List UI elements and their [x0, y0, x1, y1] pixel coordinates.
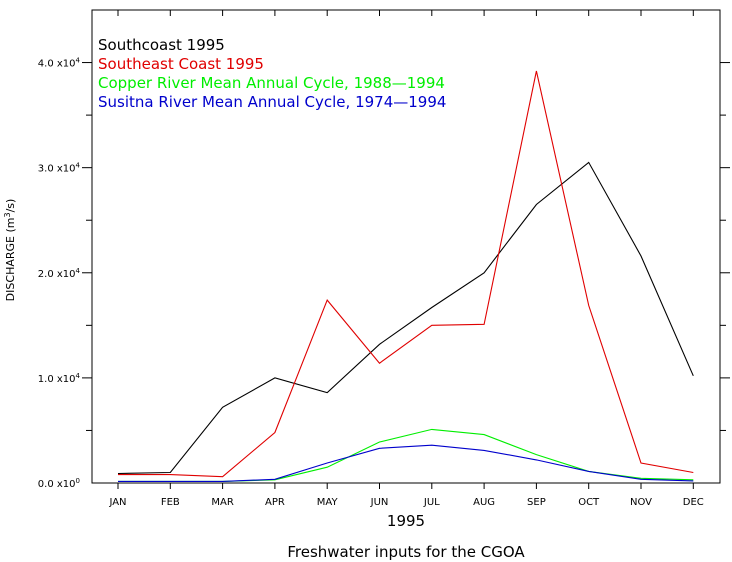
y-tick-label: 1.0 x104 [38, 372, 81, 385]
legend-entry-1: Southcoast 1995 [98, 36, 225, 54]
plot-frame [91, 9, 721, 484]
x-tick-label: JUN [370, 497, 389, 508]
x-tick-label: NOV [630, 497, 652, 508]
x-tick-label: SEP [527, 497, 546, 508]
x-tick-label: AUG [473, 497, 495, 508]
x-tick-label: MAR [211, 497, 233, 508]
series-line-2 [118, 70, 694, 478]
y-tick-label: 4.0 x104 [38, 57, 81, 70]
y-tick-labels: 0.0 x100 1.0 x104 2.0 x104 3.0 x104 4.0 x104 [38, 57, 81, 490]
y-axis-label-tail: /s) [4, 199, 17, 213]
x-tick-label: JUL [423, 497, 440, 508]
x-tick-labels: JAN FEB MAR APR MAY JUN JUL AUG SEP OCT NOV DEC [108, 497, 703, 508]
x-axis-label: 1995 [387, 512, 425, 530]
x-tick-label: OCT [578, 497, 600, 508]
x-tick-label: MAY [317, 497, 339, 508]
legend-entry-4: Susitna River Mean Annual Cycle, 1974—19… [98, 93, 446, 111]
series-lines [117, 70, 694, 482]
y-tick-label: 2.0 x104 [38, 267, 81, 280]
legend-entry-3: Copper River Mean Annual Cycle, 1988—199… [98, 74, 445, 92]
x-tick-label: JAN [108, 497, 126, 508]
series-line-3 [118, 428, 694, 482]
series-line-1 [117, 161, 694, 475]
x-tick-label: DEC [683, 497, 704, 508]
y-ticks [82, 62, 730, 431]
footer-caption: Freshwater inputs for the CGOA [287, 543, 525, 561]
series-line-4 [118, 444, 694, 482]
x-ticks [117, 10, 694, 489]
y-tick-label: 0.0 x100 [38, 477, 80, 490]
x-tick-label: FEB [161, 497, 180, 508]
y-tick-label: 3.0 x104 [38, 162, 81, 175]
legend-entry-2: Southeast Coast 1995 [98, 55, 264, 73]
x-tick-label: APR [265, 497, 285, 508]
y-axis-label-superscript: 3 [3, 212, 12, 217]
y-axis-label: DISCHARGE (m3/s) [3, 199, 17, 302]
